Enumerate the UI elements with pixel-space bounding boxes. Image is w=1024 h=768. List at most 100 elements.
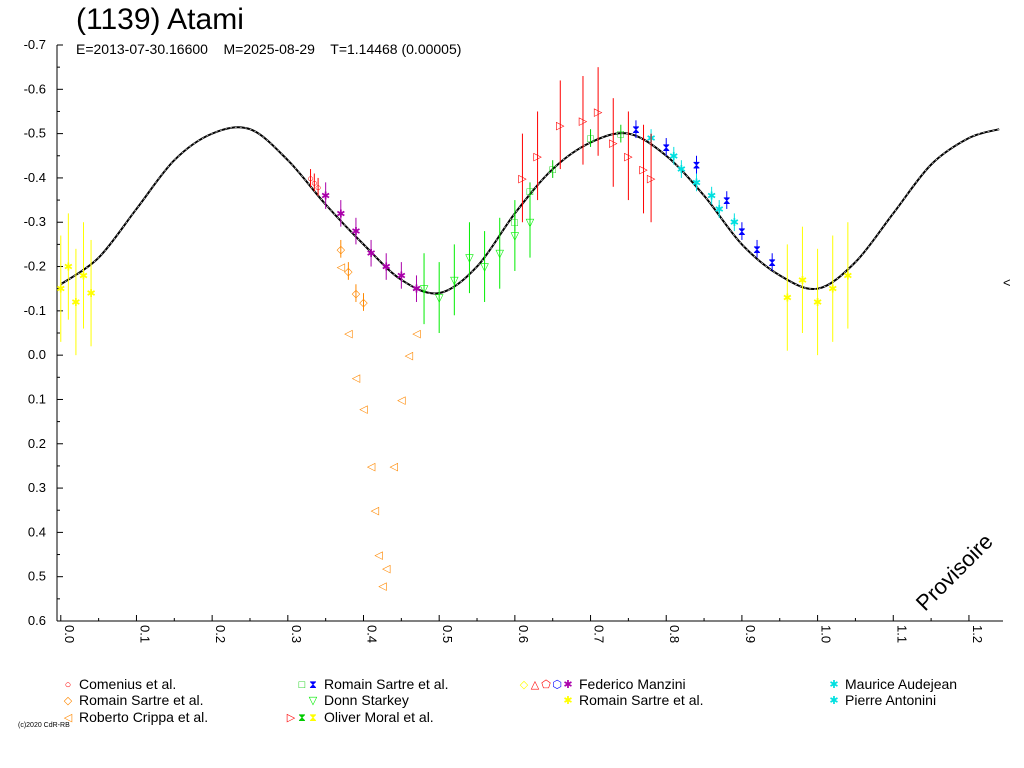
data-point-star: ✱ [79,270,88,282]
x-tick-label: 0.2 [213,625,228,643]
data-point-circle: ○ [307,173,314,185]
circle-icon: ○ [65,679,72,691]
data-point-star: ✱ [412,284,421,296]
data-point-star: ✱ [56,284,65,296]
data-point-star: ✱ [382,262,391,274]
data-point-triangle-left: ◁ [412,328,421,340]
data-point-triangle-left: ◁ [382,563,391,575]
data-point-triangle-left: ◁ [397,394,406,406]
data-point-triangle-left: ◁ [405,350,414,362]
y-tick-label: 0.4 [28,524,46,539]
series-0: ○○○ [307,169,321,196]
x-tick-label: 1.1 [894,625,909,643]
star-icon: ✱ [829,695,838,707]
data-point-triangle-down: ▽ [435,293,444,305]
x-tick-label: 0.4 [365,625,380,643]
data-point-triangle-left: ◁ [359,403,368,415]
y-tick-label: 0.3 [28,480,46,495]
y-tick-label: 0.6 [28,613,46,628]
hourglass-icon: ⧗ [298,712,306,724]
y-tick-label: -0.5 [24,126,46,141]
x-tick-label: 0.5 [440,625,455,643]
data-point-hourglass: ⧗ [768,257,776,269]
data-point-triangle-right: ▷ [624,151,633,163]
hourglass-icon: ⧗ [309,712,317,724]
legend-label: Comenius et al. [79,676,176,692]
data-point-diamond: ◇ [337,244,346,256]
data-point-star: ✱ [71,297,80,309]
data-point-hourglass: ⧗ [693,160,701,172]
provisional-watermark: Provisoire [911,529,998,616]
data-point-triangle-down: ▽ [526,217,535,229]
hexagon-icon: ⬡ [552,679,562,691]
data-point-triangle-down: ▽ [511,231,520,243]
data-point-triangle-left: ◁ [367,461,376,473]
data-point-triangle-right: ▷ [579,115,588,127]
legend-label: Romain Sartre et al. [579,692,704,708]
star-icon: ✱ [563,679,572,691]
data-point-diamond: ◇ [359,297,368,309]
data-point-star: ✱ [692,177,701,189]
x-tick-label: 0.3 [289,625,304,643]
data-point-triangle-right: ▷ [518,173,527,185]
legend-label: Roberto Crippa et al. [79,709,208,725]
data-point-triangle-left: ◁ [352,372,361,384]
x-tick-label: 0.9 [743,625,758,643]
star-icon: ✱ [829,679,838,691]
data-point-hourglass: ⧗ [738,226,746,238]
series-9: ◁◁◁◁◁◁◁◁◁◁◁◁◁ [337,262,422,593]
chart-subtitle: E=2013-07-30.16600 M=2025-08-29 T=1.1446… [76,41,462,57]
y-tick-label: -0.3 [24,214,46,229]
triangle-down-icon: ▽ [309,695,318,707]
x-tick-label: 0.6 [516,625,531,643]
data-point-star: ✱ [669,151,678,163]
pentagon-icon: ⬠ [541,679,551,691]
series-8: ✱✱✱ [677,160,739,232]
triangle-icon: △ [531,679,540,691]
data-point-square: □ [549,164,556,176]
axes: -0.7 -0.6 -0.5 -0.4 -0.3 -0.2 -0.1 0.0 0.1 0.2 0.3… [24,37,1003,643]
data-point-hourglass: ⧗ [662,142,670,154]
y-tick-label: -0.7 [24,37,46,52]
data-point-triangle-left: ◁ [378,581,387,593]
data-point-triangle-down: ▽ [465,253,474,265]
y-tick-label: 0.5 [28,569,46,584]
data-point-star: ✱ [715,204,724,216]
triangle-left-icon: ◁ [64,712,73,724]
data-point-diamond: ◇ [344,266,353,278]
series-5: ◇◇◇◇ [337,239,368,311]
legend-label: Oliver Moral et al. [324,709,434,725]
data-point-star: ✱ [397,270,406,282]
data-point-square: □ [617,129,624,141]
x-tick-label: 0.7 [592,625,607,643]
y-tick-label: 0.2 [28,436,46,451]
data-point-triangle-right: ▷ [594,106,603,118]
data-point-diamond: ◇ [352,288,361,300]
data-point-star: ✱ [843,270,852,282]
y-tick-label: -0.4 [24,170,46,185]
legend-label: Romain Sartre et al. [79,692,204,708]
y-tick-label: 0.0 [28,347,46,362]
x-tick-label: 1.2 [970,625,985,643]
series-7: ✱ ✱ ✱ ✱ ✱ ✱ ✱ ✱ ✱ ✱ [56,213,852,356]
x-tick-label: 0.1 [137,625,152,643]
data-point-star: ✱ [366,248,375,260]
data-point-triangle-down: ▽ [495,248,504,260]
series-3: ✱ ✱ ✱ ✱ ✱ ✱ ✱ [321,182,421,302]
data-point-star: ✱ [86,288,95,300]
legend-label: Maurice Audejean [845,676,957,692]
data-point-triangle-right: ▷ [647,173,656,185]
x-tick-label: 0.8 [667,625,682,643]
data-point-triangle-right: ▷ [556,120,565,132]
legend-label: Pierre Antonini [845,692,936,708]
y-tick-label: -0.2 [24,259,46,274]
data-point-star: ✱ [798,275,807,287]
data-point-triangle-right: ▷ [609,137,618,149]
star-icon: ✱ [563,695,572,707]
data-point-square: □ [587,133,594,145]
legend-label: Romain Sartre et al. [324,676,449,692]
legend: ○ Comenius et al. □ ⧗ Romain Sartre et al. ◇ △… [64,676,957,725]
series-6: ▽ ▽ ▽ ▽ ▽ ▽ ▽ ▽ [420,186,535,333]
legend-label: Donn Starkey [324,692,409,708]
